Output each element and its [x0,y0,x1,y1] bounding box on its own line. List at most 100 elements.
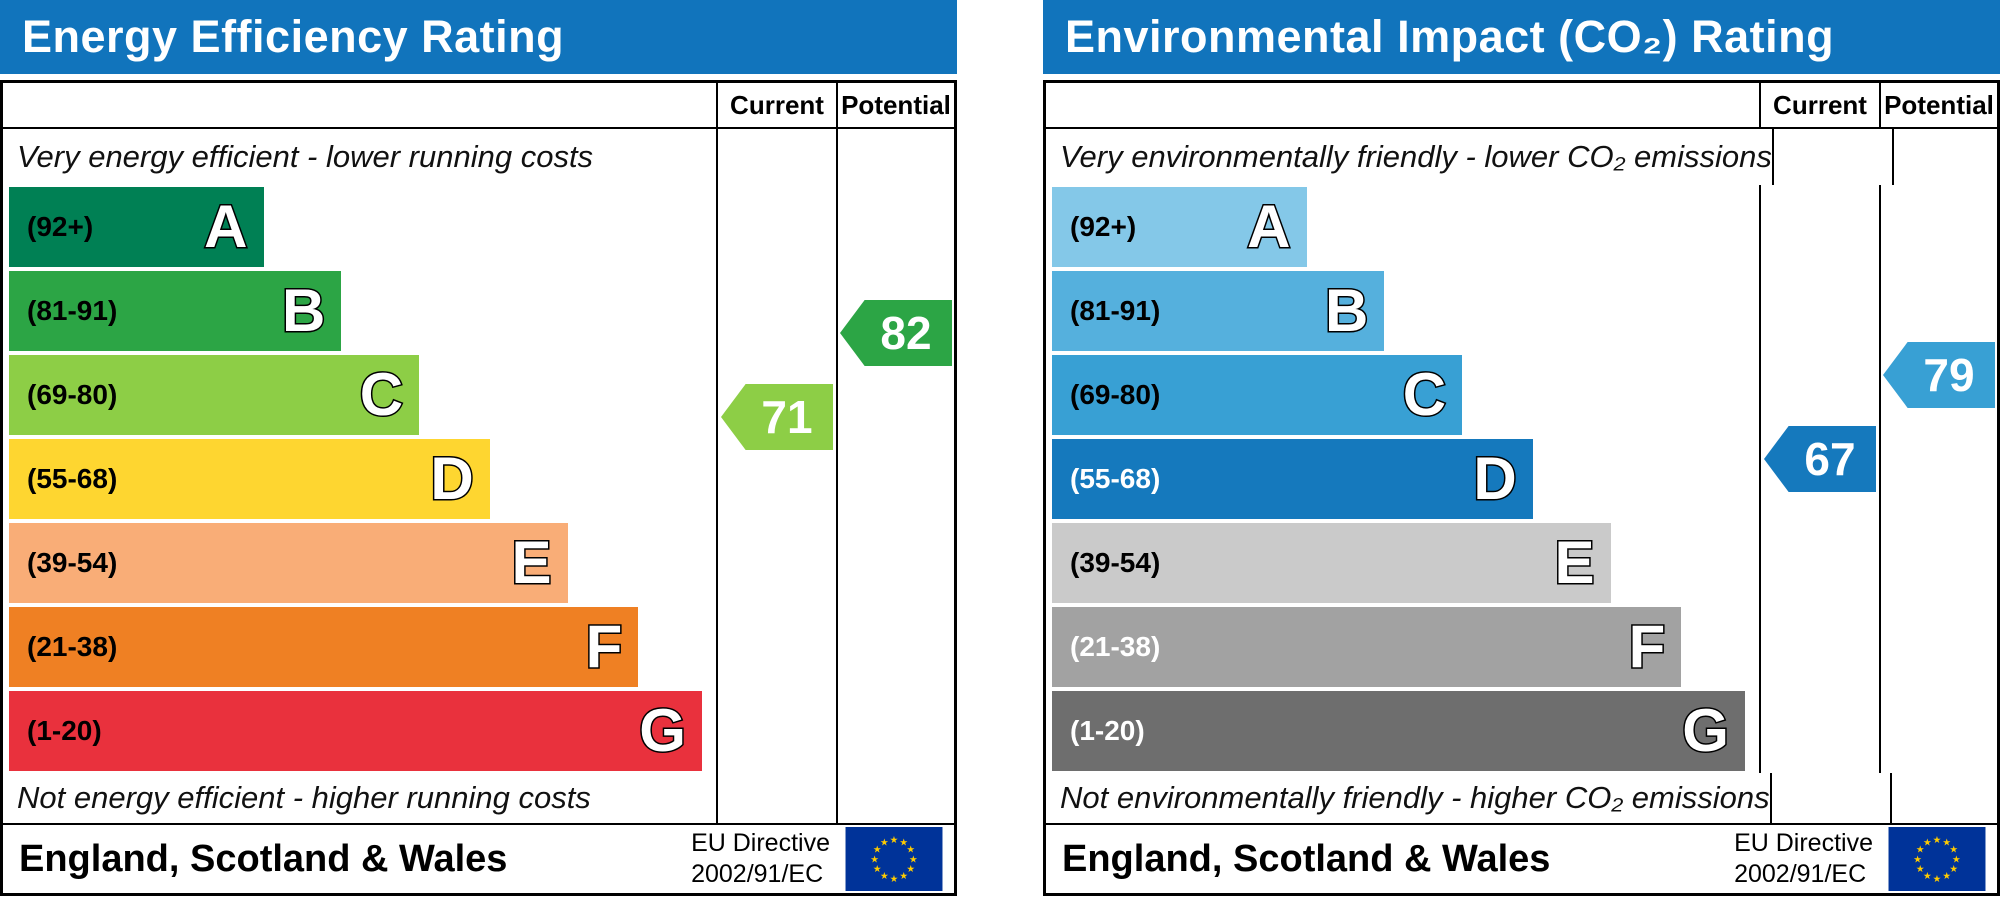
potential-rating-value: 79 [1923,349,1975,401]
band-b: (81-91) B [1052,271,1385,351]
eu-flag-stars: ★ ★ ★★ ★★ ★★ ★★ ★★ [1913,835,1961,885]
current-rating-arrow: 71 [721,384,833,450]
band-e: (39-54) E [9,523,568,603]
band-b-range: (81-91) [1070,295,1161,326]
band-a-letter: A [1246,193,1292,260]
band-b-letter: B [1323,277,1369,344]
band-g-letter: G [1681,697,1731,764]
svg-text:★: ★ [1942,838,1951,849]
potential-rating-value: 82 [880,307,932,359]
band-c: (69-80) C [1052,355,1463,435]
band-d: (55-68) D [9,439,490,519]
eu-directive-label: EU Directive 2002/91/EC [1734,828,1873,888]
band-g-range: (1-20) [27,715,102,746]
band-a-letter: A [203,193,249,260]
band-row-f: (21-38) F [1046,605,1997,689]
environmental-impact-chart: Current Potential Very environmentally f… [1043,80,2000,896]
current-rating-value: 71 [761,391,813,443]
svg-text:★: ★ [1923,871,1932,882]
band-c-letter: C [358,361,404,428]
band-d-range: (55-68) [1070,463,1161,494]
band-a-range: (92+) [1070,211,1137,242]
band-row-e: (39-54) E [1046,521,1997,605]
svg-text:★: ★ [1949,864,1958,875]
band-c: (69-80) C [9,355,420,435]
top-caption: Very energy efficient - lower running co… [17,139,594,174]
band-f-range: (21-38) [1070,631,1161,662]
svg-text:★: ★ [1933,874,1942,885]
svg-text:★: ★ [1952,854,1961,865]
panel-title: Energy Efficiency Rating [22,11,565,62]
chart-footer: England, Scotland & Wales EU Directive 2… [1046,823,1997,893]
potential-column-header: Potential [836,83,954,127]
band-g-range: (1-20) [1070,715,1145,746]
bottom-caption: Not energy efficient - higher running co… [17,780,591,815]
svg-text:★: ★ [1913,854,1922,865]
band-c-range: (69-80) [1070,379,1161,410]
bottom-caption: Not environmentally friendly - higher CO… [1060,780,1770,815]
current-column-header: Current [1759,83,1879,127]
svg-text:★: ★ [1933,835,1942,846]
band-row-c: (69-80) C 79 [1046,342,1997,437]
svg-text:★: ★ [899,871,908,882]
chart-footer: England, Scotland & Wales EU Directive 2… [3,823,954,893]
band-f: (21-38) F [1052,607,1682,687]
band-f-letter: F [1627,613,1667,680]
svg-text:★: ★ [873,864,882,875]
current-column-header: Current [716,83,836,127]
environmental-impact-title-bar: Environmental Impact (CO₂) Rating [1043,0,2000,74]
potential-rating-arrow: 82 [840,300,952,366]
band-e-letter: E [1553,529,1596,596]
band-b-range: (81-91) [27,295,118,326]
band-c-range: (69-80) [27,379,118,410]
band-d-letter: D [429,445,475,512]
svg-text:★: ★ [1949,845,1958,856]
band-d: (55-68) D [1052,439,1533,519]
band-row-g: (1-20) G [3,689,954,773]
band-e: (39-54) E [1052,523,1611,603]
svg-text:★: ★ [906,864,915,875]
svg-text:★: ★ [1916,864,1925,875]
band-d-range: (55-68) [27,463,118,494]
band-e-range: (39-54) [27,547,118,578]
column-header-row: Current Potential [1046,83,1997,129]
svg-text:★: ★ [880,871,889,882]
svg-text:★: ★ [873,845,882,856]
column-header-row: Current Potential [3,83,954,129]
band-row-b: (81-91) B 82 [3,269,954,366]
band-row-a: (92+) A [1046,185,1997,269]
top-caption: Very environmentally friendly - lower CO… [1060,139,1772,174]
energy-efficiency-chart: Current Potential Very energy efficient … [0,80,957,896]
svg-text:★: ★ [909,854,918,865]
potential-rating-arrow: 79 [1883,342,1995,408]
svg-text:★: ★ [906,845,915,856]
current-rating-value: 67 [1804,433,1856,485]
svg-text:★: ★ [870,854,879,865]
svg-text:★: ★ [880,838,889,849]
eu-flag-icon: ★ ★ ★★ ★★ ★★ ★★ ★★ [845,827,943,891]
svg-text:★: ★ [890,835,899,846]
band-row-f: (21-38) F [3,605,954,689]
band-row-g: (1-20) G [1046,689,1997,773]
band-g: (1-20) G [9,691,702,771]
band-row-b: (81-91) B [1046,269,1997,353]
band-a: (92+) A [9,187,264,267]
band-c-letter: C [1401,361,1447,428]
band-row-c: (69-80) C 71 [3,353,954,450]
band-b: (81-91) B [9,271,342,351]
svg-text:★: ★ [899,838,908,849]
band-row-e: (39-54) E [3,521,954,605]
eu-directive-label: EU Directive 2002/91/EC [691,828,830,888]
current-rating-arrow: 67 [1764,426,1876,492]
band-row-a: (92+) A [3,185,954,269]
potential-column-header: Potential [1879,83,1997,127]
band-row-d: (55-68) D [3,437,954,521]
band-f: (21-38) F [9,607,639,687]
energy-efficiency-title-bar: Energy Efficiency Rating [0,0,957,74]
svg-text:★: ★ [1923,838,1932,849]
band-f-range: (21-38) [27,631,118,662]
band-g-letter: G [638,697,688,764]
band-row-d: (55-68) D 67 [1046,426,1997,521]
eu-flag-icon: ★ ★ ★★ ★★ ★★ ★★ ★★ [1888,827,1986,891]
svg-text:★: ★ [1916,845,1925,856]
